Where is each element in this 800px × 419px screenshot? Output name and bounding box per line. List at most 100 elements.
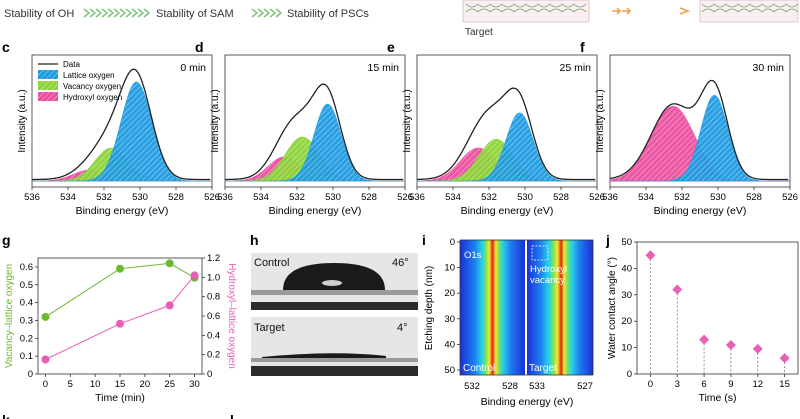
x-tick-label: 15 <box>115 379 126 390</box>
schematic-substrate-1 <box>462 0 590 23</box>
panel-letter-k-partial: k <box>2 412 10 419</box>
heatmap-control <box>460 240 525 375</box>
data-envelope <box>417 87 596 181</box>
flow-arrows-2 <box>251 8 283 18</box>
x-axis-label: Binding energy (eV) <box>461 205 554 217</box>
flow-step-2: Stability of SAM <box>156 8 234 20</box>
lattice-peak <box>417 112 597 182</box>
y-tick-label: 10 <box>621 343 632 354</box>
y-axis-label: Intensity (a.u.) <box>402 89 413 152</box>
x-tick-label: 530 <box>132 192 148 203</box>
y-tick-label: 30 <box>621 290 632 301</box>
y-tick-label: 40 <box>621 263 632 274</box>
data-point <box>672 284 683 295</box>
hydroxyl-vacancy-box <box>531 245 549 261</box>
y-axis-label: Intensity (a.u.) <box>210 89 221 152</box>
y-tick-label: 30 <box>444 314 455 325</box>
x-tick-label: 12 <box>752 379 763 390</box>
xps-panel-c: c 536 534 532 530 528 526 Binding energy (eV) In… <box>2 39 220 217</box>
x-tick-label: 10 <box>90 379 101 390</box>
panel-h: h Control 46° Target 4° <box>250 232 418 376</box>
schematic-chains-1 <box>465 3 587 13</box>
left-y-tick-label: 0.3 <box>20 315 33 326</box>
right-y-tick-label: 0.8 <box>207 292 220 303</box>
panel-letter-e: e <box>387 39 395 55</box>
xps-panel-e: e 536 534 532 530 528 526 Binding energy (eV) In… <box>387 39 605 217</box>
flow-arrows-1 <box>83 8 151 18</box>
right-y-tick-label: 0.4 <box>207 330 220 341</box>
lattice-peak <box>225 103 405 182</box>
heatmap-xtick-1: 532 <box>464 381 480 392</box>
x-tick-label: 15 <box>779 379 790 390</box>
data-point <box>41 355 50 364</box>
x-tick-label: 3 <box>675 379 680 390</box>
x-tick-label: 530 <box>325 192 341 203</box>
panel-j: j 0 10 20 30 40 50 0 3 6 9 12 15 Time (s) Water conta… <box>605 232 799 404</box>
time-annotation: 15 min <box>367 62 399 74</box>
data-point <box>116 319 124 328</box>
time-annotation: 25 min <box>559 62 591 74</box>
time-annotation: 30 min <box>752 62 784 74</box>
x-axis-label: Time (min) <box>95 392 145 404</box>
right-y-tick-label: 1.0 <box>207 272 220 283</box>
x-tick-label: 534 <box>253 192 269 203</box>
g-plot: 0 5 10 15 20 25 30 Time (min) 0 0.1 0.2 0.3 0.4 0.5 0.… <box>4 253 237 404</box>
data-point <box>699 334 710 345</box>
heatmap-annotation-2: vacancy <box>530 275 565 286</box>
panel-g: g 0 5 10 15 20 25 30 Time (min) 0 0.1 0.2 0.3 0.4 0.5… <box>2 232 237 404</box>
x-tick-label: 20 <box>140 379 151 390</box>
x-tick-label: 536 <box>602 192 618 203</box>
data-point <box>165 259 174 268</box>
x-tick-label: 534 <box>638 192 654 203</box>
target-substrate <box>251 358 418 362</box>
data-envelope <box>225 83 404 181</box>
legend-swatch <box>38 81 58 90</box>
j-plot: 0 10 20 30 40 50 0 3 6 9 12 15 Time (s) Water contact… <box>607 237 799 404</box>
lattice-peak <box>32 81 212 182</box>
x-tick-label: 30 <box>189 379 200 390</box>
x-tick-label: 530 <box>517 192 533 203</box>
x-tick-label: 526 <box>397 192 413 203</box>
heatmap-xtick-4: 527 <box>577 381 593 392</box>
left-y-tick-label: 0.1 <box>20 351 33 362</box>
target-droplet <box>262 353 386 358</box>
x-tick-label: 526 <box>589 192 605 203</box>
heatmap-xtick-3: 533 <box>529 381 545 392</box>
panel-letter-c: c <box>2 39 10 55</box>
data-envelope <box>32 68 211 181</box>
target-substrate-dark <box>251 366 418 376</box>
control-substrate <box>251 290 418 295</box>
heatmap-label-target: Target <box>529 363 557 374</box>
panel-i: i O1s Hydroxyl vacancy Control Target 0 1… <box>422 232 594 408</box>
heatmap-annotation-1: Hydroxyl <box>530 264 567 275</box>
x-tick-label: 528 <box>361 192 377 203</box>
target-sample-label: Target <box>254 322 285 334</box>
header-flow: Stability of OH Stability of SAM Stabili… <box>4 8 369 20</box>
control-droplet-highlight <box>322 280 342 286</box>
y-axis-label-left: Vacancy–lattice oxygen <box>4 264 15 368</box>
y-tick-label: 0 <box>627 369 632 380</box>
left-y-tick-label: 0.6 <box>20 262 33 273</box>
panel-letter-l-partial: l <box>230 412 234 419</box>
panel-letter-h: h <box>250 232 259 248</box>
data-point <box>752 343 763 354</box>
heatmap-y-ticks: 0 10 20 30 40 50 <box>444 237 460 376</box>
data-point <box>165 301 174 310</box>
left-y-tick-label: 0 <box>28 369 33 380</box>
x-tick-label: 532 <box>96 192 112 203</box>
panel-letter-i: i <box>422 232 426 248</box>
plot-frame <box>609 54 791 188</box>
heatmap-label-control: Control <box>463 363 495 374</box>
j-axes: 0 10 20 30 40 50 0 3 6 9 12 15 Time (s) Water contact… <box>607 237 799 404</box>
series-line-hydroxyl <box>45 275 195 360</box>
xps-panels: c 536 534 532 530 528 526 Binding energy (eV) In… <box>2 39 798 217</box>
data-point <box>725 339 736 350</box>
control-angle: 46° <box>392 257 409 269</box>
heatmap-xlabel: Binding energy (eV) <box>481 396 574 408</box>
schematic-chains-2 <box>701 3 799 13</box>
right-y-tick-label: 0.2 <box>207 350 220 361</box>
x-tick-label: 0 <box>648 379 653 390</box>
x-axis-label: Binding energy (eV) <box>654 205 747 217</box>
legend-swatch <box>38 70 58 79</box>
